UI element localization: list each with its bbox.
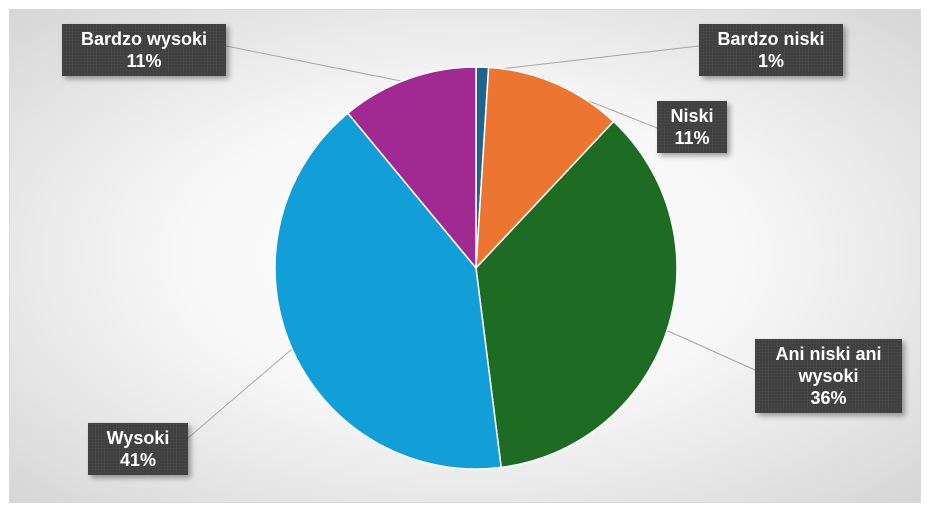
- data-label-ani-niski-ani-wysoki-pct: 36%: [810, 388, 847, 408]
- pie-slice-ani-niski-ani-wysoki: [475, 120, 678, 469]
- pie-slice-bardzo-wysoki: [346, 66, 477, 271]
- data-label-bardzo-wysoki-pct: 11%: [126, 51, 162, 71]
- leader-line-wysoki: [187, 345, 296, 439]
- data-label-bardzo-niski-name: Bardzo niski: [717, 29, 825, 49]
- data-label-niski: Niski 11%: [657, 101, 727, 153]
- data-label-niski-name: Niski: [670, 106, 714, 126]
- data-label-ani-niski-ani-wysoki-line2: wysoki: [798, 366, 859, 386]
- data-label-ani-niski-ani-wysoki: Ani niski ani wysoki 36%: [755, 339, 902, 413]
- data-label-ani-niski-ani-wysoki-line1: Ani niski ani: [775, 344, 882, 364]
- data-label-bardzo-wysoki-name: Bardzo wysoki: [80, 29, 208, 49]
- data-label-wysoki-pct: 41%: [119, 450, 157, 470]
- chart-area: Bardzo niski 1% Niski 11% Ani niski ani …: [9, 9, 921, 503]
- data-label-wysoki-name: Wysoki: [106, 428, 170, 448]
- pie-chart: [187, 45, 756, 470]
- data-label-bardzo-niski: Bardzo niski 1%: [699, 24, 843, 76]
- data-label-bardzo-niski-pct: 1%: [757, 51, 784, 71]
- data-label-wysoki: Wysoki 41%: [88, 423, 188, 475]
- pie-slice-wysoki: [274, 112, 503, 470]
- leader-line-bardzo-wysoki: [225, 45, 410, 84]
- data-label-bardzo-wysoki: Bardzo wysoki 11%: [62, 24, 226, 76]
- leader-line-ani-niski-ani-wysoki: [663, 328, 756, 371]
- leader-line-bardzo-niski: [482, 45, 700, 72]
- data-label-niski-pct: 11%: [674, 128, 710, 148]
- pie-slice-niski: [475, 66, 615, 271]
